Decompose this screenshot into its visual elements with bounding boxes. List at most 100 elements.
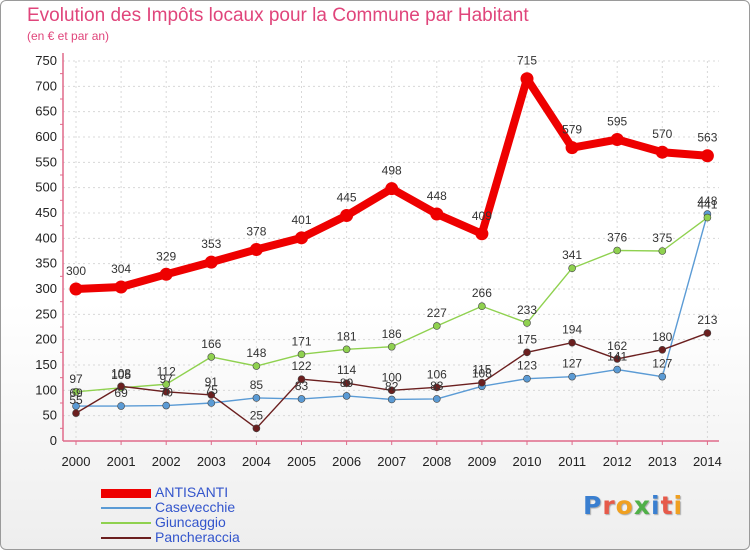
legend-label: Giuncaggio <box>155 514 226 530</box>
data-point <box>478 302 486 311</box>
data-point <box>658 372 667 381</box>
data-label: 108 <box>111 366 131 380</box>
x-tick-label: 2005 <box>287 454 316 469</box>
data-label: 304 <box>111 262 131 276</box>
data-label: 378 <box>246 224 266 238</box>
data-label: 97 <box>69 372 83 386</box>
data-point <box>430 207 444 221</box>
data-point <box>520 72 534 86</box>
data-point <box>342 379 351 388</box>
x-tick-label: 2003 <box>197 454 226 469</box>
data-point <box>703 213 712 222</box>
x-tick-label: 2011 <box>558 454 586 469</box>
y-tick-label: 750 <box>35 53 57 68</box>
data-label: 100 <box>382 370 402 384</box>
data-point <box>297 350 306 359</box>
data-point <box>568 264 576 273</box>
y-tick-label: 0 <box>50 433 57 448</box>
data-point <box>207 353 216 361</box>
data-label: 448 <box>427 189 447 203</box>
data-point <box>387 342 396 351</box>
data-label: 115 <box>472 363 491 377</box>
x-tick-label: 2014 <box>693 454 722 469</box>
y-tick-label: 150 <box>35 357 57 372</box>
data-point <box>114 280 128 294</box>
data-point <box>523 348 531 357</box>
x-tick-label: 2012 <box>603 454 632 469</box>
data-point <box>340 209 354 223</box>
data-label: 266 <box>472 286 492 300</box>
axes: 0 50 100 150 200 250 300 350 400 450 500 550 600 650 7… <box>35 53 722 469</box>
data-label: 194 <box>562 323 582 337</box>
x-tick-label: 2002 <box>152 454 181 469</box>
data-label: 105 <box>111 368 131 382</box>
x-tick-label: 2009 <box>467 454 496 469</box>
data-point <box>703 329 712 337</box>
data-label: 441 <box>697 198 717 212</box>
data-point <box>658 247 667 255</box>
logo-letter: r <box>602 491 616 520</box>
data-point <box>252 362 261 370</box>
data-label: 233 <box>517 303 537 317</box>
data-label: 445 <box>337 191 357 205</box>
data-label: 122 <box>291 359 311 373</box>
y-tick-label: 250 <box>35 306 57 321</box>
data-label: 341 <box>562 248 582 262</box>
data-point <box>700 149 714 163</box>
x-tick-label: 2000 <box>62 454 91 469</box>
legend-swatch <box>101 537 151 539</box>
data-label: 409 <box>472 209 492 223</box>
data-point <box>610 133 624 147</box>
legend-label: Pancheraccia <box>155 529 240 545</box>
x-tick-label: 2013 <box>648 454 677 469</box>
data-label: 25 <box>250 408 264 422</box>
data-point <box>568 372 576 381</box>
data-point <box>252 424 261 433</box>
x-tick-label: 2007 <box>377 454 406 469</box>
data-labels: 69 69 70 75 85 83 89 82 83 108 123 127 141 127 448 97 10… <box>66 54 718 423</box>
data-label: 148 <box>246 346 266 360</box>
data-label: 180 <box>652 330 672 344</box>
legend-swatch <box>101 488 151 498</box>
data-point <box>432 395 441 403</box>
y-tick-label: 350 <box>35 256 57 271</box>
data-point <box>387 386 396 395</box>
data-point <box>432 322 441 330</box>
chart-title: Evolution des Impôts locaux pour la Comm… <box>27 5 529 26</box>
y-tick-label: 450 <box>35 205 57 220</box>
y-tick-label: 300 <box>35 281 57 296</box>
data-label: 112 <box>157 364 176 378</box>
data-point <box>249 242 263 256</box>
logo-letter: i <box>651 491 661 520</box>
data-point <box>72 388 80 396</box>
data-point <box>204 255 218 269</box>
data-point <box>523 374 531 383</box>
data-point <box>565 141 579 155</box>
data-label: 106 <box>427 367 447 381</box>
data-label: 300 <box>66 264 86 278</box>
data-point <box>162 380 170 389</box>
data-label: 70 <box>160 386 174 400</box>
logo-letter: P <box>583 491 603 520</box>
data-point <box>159 267 173 281</box>
data-point <box>162 401 170 410</box>
y-tick-label: 200 <box>35 332 57 347</box>
data-label: 579 <box>562 123 582 137</box>
proxiti-logo: Proxiti <box>583 491 683 520</box>
data-label: 97 <box>160 372 174 386</box>
data-label: 498 <box>382 164 402 178</box>
data-point <box>432 383 441 392</box>
y-tick-label: 500 <box>35 180 57 195</box>
x-tick-label: 2001 <box>107 454 136 469</box>
data-label: 175 <box>517 332 537 346</box>
data-label: 186 <box>382 327 402 341</box>
data-label: 166 <box>201 337 221 351</box>
data-point <box>613 246 622 255</box>
data-point <box>613 355 622 363</box>
data-label: 715 <box>517 54 537 68</box>
y-tick-label: 100 <box>35 382 57 397</box>
y-tick-label: 650 <box>35 104 57 119</box>
logo-letter: x <box>633 491 651 520</box>
data-label: 595 <box>607 115 627 129</box>
